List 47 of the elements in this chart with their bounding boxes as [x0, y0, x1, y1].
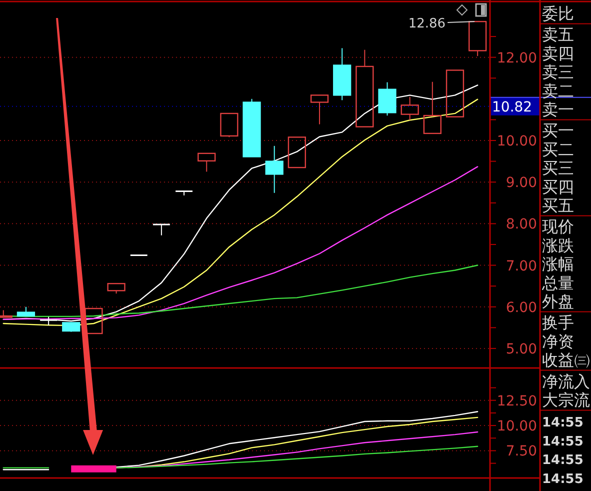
y-tick-label: 5.00	[506, 341, 537, 358]
line-series	[2, 166, 478, 320]
text: 14:55	[542, 416, 584, 431]
candlestick	[198, 152, 216, 172]
text: 大宗流	[542, 390, 590, 410]
text: 买四	[542, 177, 574, 196]
text: 买二	[542, 140, 574, 159]
text: 卖三	[542, 62, 574, 82]
text: 买三	[542, 158, 574, 178]
text: 买一	[542, 121, 574, 140]
candlestick	[174, 190, 194, 196]
candlestick	[356, 49, 374, 128]
text: 外盘	[542, 292, 574, 311]
text: 收益㈢	[542, 350, 590, 370]
text: 卖四	[542, 44, 574, 63]
candlestick	[446, 70, 464, 118]
text: 现价	[542, 217, 574, 236]
ref-line-label: 10.82	[492, 99, 532, 116]
y-tick-label: 7.00	[506, 258, 537, 274]
y-tick-label: 10.00	[496, 418, 537, 435]
text: 买五	[542, 196, 574, 215]
text: 净流入	[542, 372, 590, 391]
text: 14:55	[542, 472, 584, 487]
text: 卖二	[542, 81, 574, 100]
candlestick	[265, 145, 284, 194]
text: 14:55	[542, 453, 584, 468]
y-tick-label: 8.00	[506, 216, 537, 233]
text: 总量	[541, 273, 574, 292]
y-tick-label: 12.50	[496, 393, 537, 410]
candlestick	[310, 94, 329, 125]
text: 净资	[542, 332, 574, 351]
text: 涨跌	[542, 236, 574, 255]
annotation: 12.86	[408, 16, 446, 32]
text: 14:55	[542, 434, 584, 450]
text: 委比	[542, 4, 574, 23]
candlestick	[423, 81, 442, 134]
y-tick-label: 7.50	[506, 444, 537, 460]
y-tick-label: 12.00	[496, 50, 537, 66]
candlestick	[288, 136, 306, 168]
text: 卖五	[542, 25, 574, 44]
text: 换手	[542, 313, 574, 332]
y-tick-label: 9.00	[506, 175, 537, 192]
text: 卖一	[542, 100, 574, 119]
candlestick	[152, 224, 171, 236]
y-tick-label: 6.00	[506, 300, 537, 316]
y-tick-label: 10.00	[496, 134, 537, 150]
text: 涨幅	[542, 254, 574, 274]
